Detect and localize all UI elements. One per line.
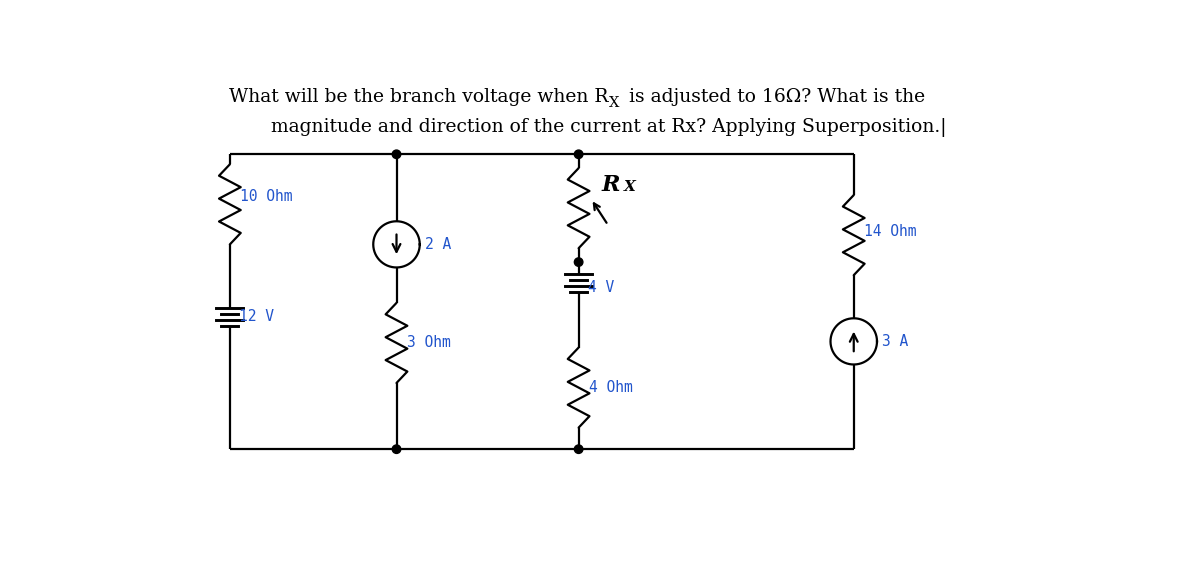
Text: What will be the branch voltage when R: What will be the branch voltage when R (229, 87, 608, 105)
Text: magnitude and direction of the current at Rx? Applying Superposition.|: magnitude and direction of the current a… (271, 118, 947, 137)
Text: 4 V: 4 V (588, 280, 614, 295)
Text: 10 Ohm: 10 Ohm (240, 189, 292, 204)
Circle shape (392, 150, 400, 159)
Text: 14 Ohm: 14 Ohm (864, 224, 916, 239)
Text: is adjusted to 16Ω? What is the: is adjusted to 16Ω? What is the (623, 87, 925, 105)
Text: R: R (602, 174, 620, 196)
Circle shape (574, 150, 583, 159)
Text: X: X (624, 180, 636, 194)
Text: 12 V: 12 V (239, 309, 274, 324)
Circle shape (574, 258, 583, 266)
Text: 3 A: 3 A (883, 334, 909, 349)
Text: 4 Ohm: 4 Ohm (589, 380, 632, 395)
Text: 2 A: 2 A (425, 237, 451, 252)
Text: 3 Ohm: 3 Ohm (406, 336, 450, 350)
Text: X: X (608, 96, 619, 109)
Circle shape (392, 445, 400, 454)
Circle shape (574, 445, 583, 454)
